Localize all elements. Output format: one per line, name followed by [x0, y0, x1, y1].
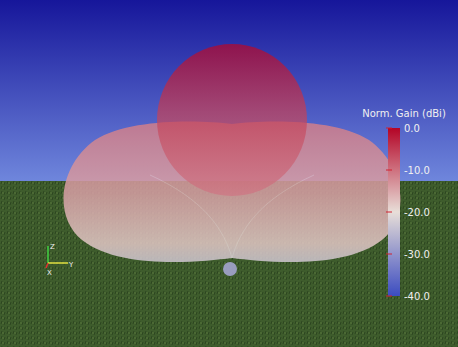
triad-z — [47, 246, 49, 263]
triad-label: Z — [50, 243, 55, 251]
colorbar-title: Norm. Gain (dBi) — [362, 108, 446, 119]
colorbar-tick-label: -40.0 — [404, 291, 430, 302]
colorbar-tick — [386, 128, 392, 129]
upper-lobe — [157, 44, 307, 196]
colorbar-tick-label: 0.0 — [404, 123, 420, 134]
colorbar-tick — [386, 212, 392, 213]
triad-y — [48, 262, 68, 264]
triad-label: X — [47, 269, 52, 277]
triad-label: Y — [68, 261, 74, 269]
colorbar-tick-label: -10.0 — [404, 165, 430, 176]
back-lobe — [223, 262, 237, 276]
scene: Norm. Gain (dBi) 0.0 -10.0 -20.0 -30.0 -40.0 Z… — [0, 0, 458, 347]
colorbar-tick — [386, 296, 392, 297]
colorbar-tick — [386, 170, 392, 171]
colorbar-tick — [386, 254, 392, 255]
colorbar-tick-label: -20.0 — [404, 207, 430, 218]
colorbar-tick-label: -30.0 — [404, 249, 430, 260]
triad-x — [46, 263, 48, 268]
